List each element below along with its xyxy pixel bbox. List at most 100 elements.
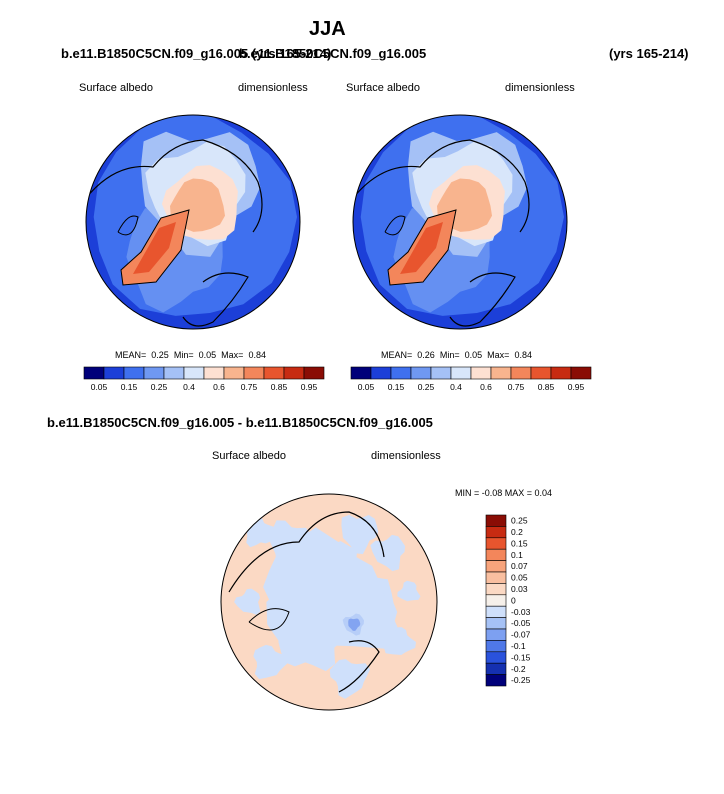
- colorbar-swatch: [410, 366, 432, 380]
- diff-colorbar-tick-label: 0: [511, 595, 516, 605]
- left-variable-label: Surface albedo: [79, 82, 153, 94]
- left-units-label: dimensionless: [238, 82, 308, 94]
- case-label-right: b.e11.B1850C5CN.f09_g16.005: [239, 46, 427, 61]
- coastline-north: [86, 139, 263, 233]
- colorbar-tick-label: 0.75: [508, 382, 525, 392]
- right-mean-value: 0.26: [417, 350, 435, 360]
- diff-colorbar-tick-label: -0.2: [511, 664, 526, 674]
- right-max-label: Max=: [487, 350, 510, 360]
- colorbar-swatch: [263, 366, 285, 380]
- diff-colorbar-swatch: [485, 617, 507, 630]
- left-max-label: Max=: [221, 350, 244, 360]
- colorbar-swatch: [223, 366, 245, 380]
- diff-colorbar-tick-label: -0.07: [511, 630, 531, 640]
- coastline-scandinavia: [182, 272, 249, 327]
- diff-colorbar-swatch: [485, 662, 507, 675]
- colorbar-tick-label: 0.05: [358, 382, 375, 392]
- diff-negative-ring: [342, 613, 364, 636]
- colorbar-tick-label: 0.15: [388, 382, 405, 392]
- colorbar-swatch: [510, 366, 532, 380]
- diff-map: [221, 494, 437, 710]
- map-boundary-0: [85, 114, 301, 330]
- colorbar-swatch: [570, 366, 592, 380]
- colorbar-tick-label: 0.4: [450, 382, 462, 392]
- diff-colorbar-swatch: [485, 594, 507, 607]
- diff-coastline-north: [228, 511, 385, 593]
- diff-title: b.e11.B1850C5CN.f09_g16.005 - b.e11.B185…: [47, 415, 433, 430]
- colorbar-swatch: [243, 366, 265, 380]
- diff-colorbar-tick-label: 0.15: [511, 538, 528, 548]
- greenland-core: [400, 222, 443, 274]
- colorbar-swatch: [430, 366, 452, 380]
- diff-map-boundary: [220, 493, 438, 711]
- colorbar-swatch: [283, 366, 305, 380]
- map-boundary-1: [352, 114, 568, 330]
- diff-colorbar-swatch: [485, 537, 507, 550]
- colorbar-tick-label: 0.85: [271, 382, 288, 392]
- chart-title: JJA: [309, 18, 346, 40]
- right-min-value: 0.05: [464, 350, 483, 360]
- diff-colorbar-swatch: [485, 560, 507, 573]
- colorbar-tick-label: 0.25: [418, 382, 435, 392]
- colorbar-swatch: [530, 366, 552, 380]
- colorbar-swatch: [550, 366, 572, 380]
- right-stats: MEAN= 0.26 Min= 0.05 Max= 0.84: [381, 350, 532, 360]
- colorbar-swatch: [390, 366, 412, 380]
- diff-negative-patch: [234, 588, 261, 615]
- colorbar-swatch: [163, 366, 185, 380]
- diff-negative-patch: [266, 527, 398, 661]
- diff-colorbar-swatch: [485, 605, 507, 618]
- left-stats: MEAN= 0.25 Min= 0.05 Max= 0.84: [115, 350, 266, 360]
- albedo-map-0: [86, 115, 300, 329]
- colorbar-tick-label: 0.95: [568, 382, 585, 392]
- diff-negative-patch: [329, 659, 371, 699]
- colorbar-tick-label: 0.6: [480, 382, 492, 392]
- colorbar-tick-label: 0.75: [241, 382, 258, 392]
- coastline-archipelago: [117, 215, 139, 236]
- colorbar-swatch: [350, 366, 372, 380]
- diff-colorbar-swatch: [485, 526, 507, 539]
- diff-units-label: dimensionless: [371, 450, 441, 462]
- colorbar-swatch: [303, 366, 325, 380]
- right-units-label: dimensionless: [505, 82, 575, 94]
- diff-colorbar-swatch: [485, 674, 507, 687]
- diff-colorbar-swatch: [485, 548, 507, 561]
- diff-colorbar-tick-label: 0.25: [511, 516, 528, 526]
- colorbar-swatch: [183, 366, 205, 380]
- coastline-north: [353, 139, 530, 233]
- colorbar-tick-label: 0.95: [301, 382, 318, 392]
- right-min-label: Min=: [439, 350, 460, 360]
- arctic-island-patch: [151, 115, 163, 118]
- left-min-label: Min=: [173, 350, 194, 360]
- case-years-right: (yrs 165-214): [609, 46, 689, 61]
- colorbar-swatch: [450, 366, 472, 380]
- colorbar-tick-label: 0.15: [121, 382, 138, 392]
- right-variable-label: Surface albedo: [346, 82, 420, 94]
- diff-colorbar-tick-label: 0.05: [511, 573, 528, 583]
- diff-colorbar-tick-label: 0.1: [511, 550, 523, 560]
- colorbar-swatch: [143, 366, 165, 380]
- diff-colorbar-tick-label: -0.03: [511, 607, 531, 617]
- diff-colorbar-swatch: [485, 571, 507, 584]
- diff-negative-patch: [253, 644, 289, 680]
- diff-negative-patch: [370, 534, 406, 572]
- colorbar-swatch: [83, 366, 105, 380]
- left-mean-value: 0.25: [151, 350, 169, 360]
- left-min-value: 0.05: [198, 350, 217, 360]
- diff-negative-patch: [397, 580, 421, 602]
- greenland-core: [133, 222, 176, 274]
- colorbar-swatch: [370, 366, 392, 380]
- diff-colorbar-tick-label: -0.1: [511, 641, 526, 651]
- right-mean-label: MEAN=: [381, 350, 413, 360]
- diff-coastline-scandinavia: [338, 640, 380, 693]
- colorbar-swatch: [123, 366, 145, 380]
- diff-colorbar-swatch: [485, 514, 507, 527]
- diff-colorbar-swatch: [485, 628, 507, 641]
- coastline-archipelago: [384, 215, 406, 236]
- diff-coastline-greenland: [248, 608, 290, 631]
- diff-colorbar-swatch: [485, 583, 507, 596]
- albedo-map-1: [353, 115, 567, 329]
- colorbar-tick-label: 0.85: [538, 382, 555, 392]
- colorbar-tick-label: 0.4: [183, 382, 195, 392]
